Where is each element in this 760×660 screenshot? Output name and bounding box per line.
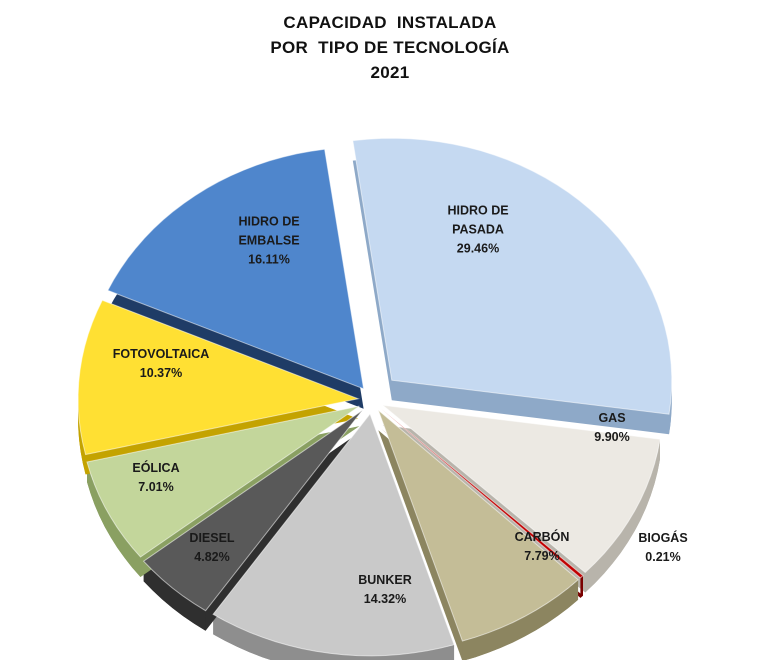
slice-diesel-value-label: 4.82% [194, 550, 229, 564]
slice-gas-name-label: GAS [598, 411, 625, 425]
slice-eolica-value-label: 7.01% [138, 480, 173, 494]
slice-fotovoltaica-name-label: FOTOVOLTAICA [113, 347, 210, 361]
slice-fotovoltaica [77, 299, 360, 456]
slice-biogas-name-label: BIOGÁS [638, 530, 687, 545]
chart-title-line-3: 2021 [370, 63, 410, 82]
slice-biogas [380, 407, 584, 579]
slice-hidro-de-pasada-value-label: 29.46% [457, 241, 499, 255]
slice-carbon-value-label: 7.79% [524, 549, 559, 563]
slice-bunker-value-label: 14.32% [364, 592, 406, 606]
slice-gas [381, 404, 661, 574]
slice-eolica [86, 405, 360, 558]
slice-hidro-de-pasada [352, 137, 673, 415]
slice-fotovoltaica-rim [78, 398, 86, 475]
slice-hidro-de-embalse-name-label: EMBALSE [238, 233, 299, 247]
slice-biogas-rim [580, 575, 583, 598]
slice-eolica-rim [87, 462, 141, 577]
chart-title-line-1: CAPACIDAD INSTALADA [283, 13, 497, 32]
slice-diesel [142, 409, 363, 612]
slice-bunker [212, 412, 455, 657]
slice-hidro-de-embalse-name-label: HIDRO DE [238, 214, 299, 228]
slice-diesel-name-label: DIESEL [189, 531, 235, 545]
slice-labels: HIDRO DE PASADA 29.46% GAS 9.90% BIOGÁS 0.21% C… [113, 203, 688, 606]
slice-bunker-name-label: BUNKER [358, 573, 411, 587]
slice-tops [77, 137, 673, 657]
slice-eolica-name-label: EÓLICA [132, 460, 179, 475]
slice-hidro-de-embalse-value-label: 16.11% [248, 252, 290, 266]
slice-carbon-name-label: CARBÓN [515, 529, 570, 544]
slice-carbon-rim [462, 579, 579, 660]
slice-fotovoltaica-value-label: 10.37% [140, 366, 182, 380]
slice-biogas-value-label: 0.21% [645, 550, 680, 564]
slice-carbon [377, 408, 579, 642]
slice-gas-value-label: 9.90% [594, 430, 629, 444]
slice-hidro-de-pasada-name-label: PASADA [452, 222, 504, 236]
chart-title: CAPACIDAD INSTALADA POR TIPO DE TECNOLOG… [0, 10, 760, 85]
chart-title-line-2: POR TIPO DE TECNOLOGÍA [270, 38, 510, 57]
slice-hidro-de-pasada-name-label: HIDRO DE [447, 203, 508, 217]
slice-bunker-rim [213, 614, 455, 660]
slice-hidro-de-embalse [107, 148, 365, 390]
slice-diesel-rim [143, 561, 206, 631]
